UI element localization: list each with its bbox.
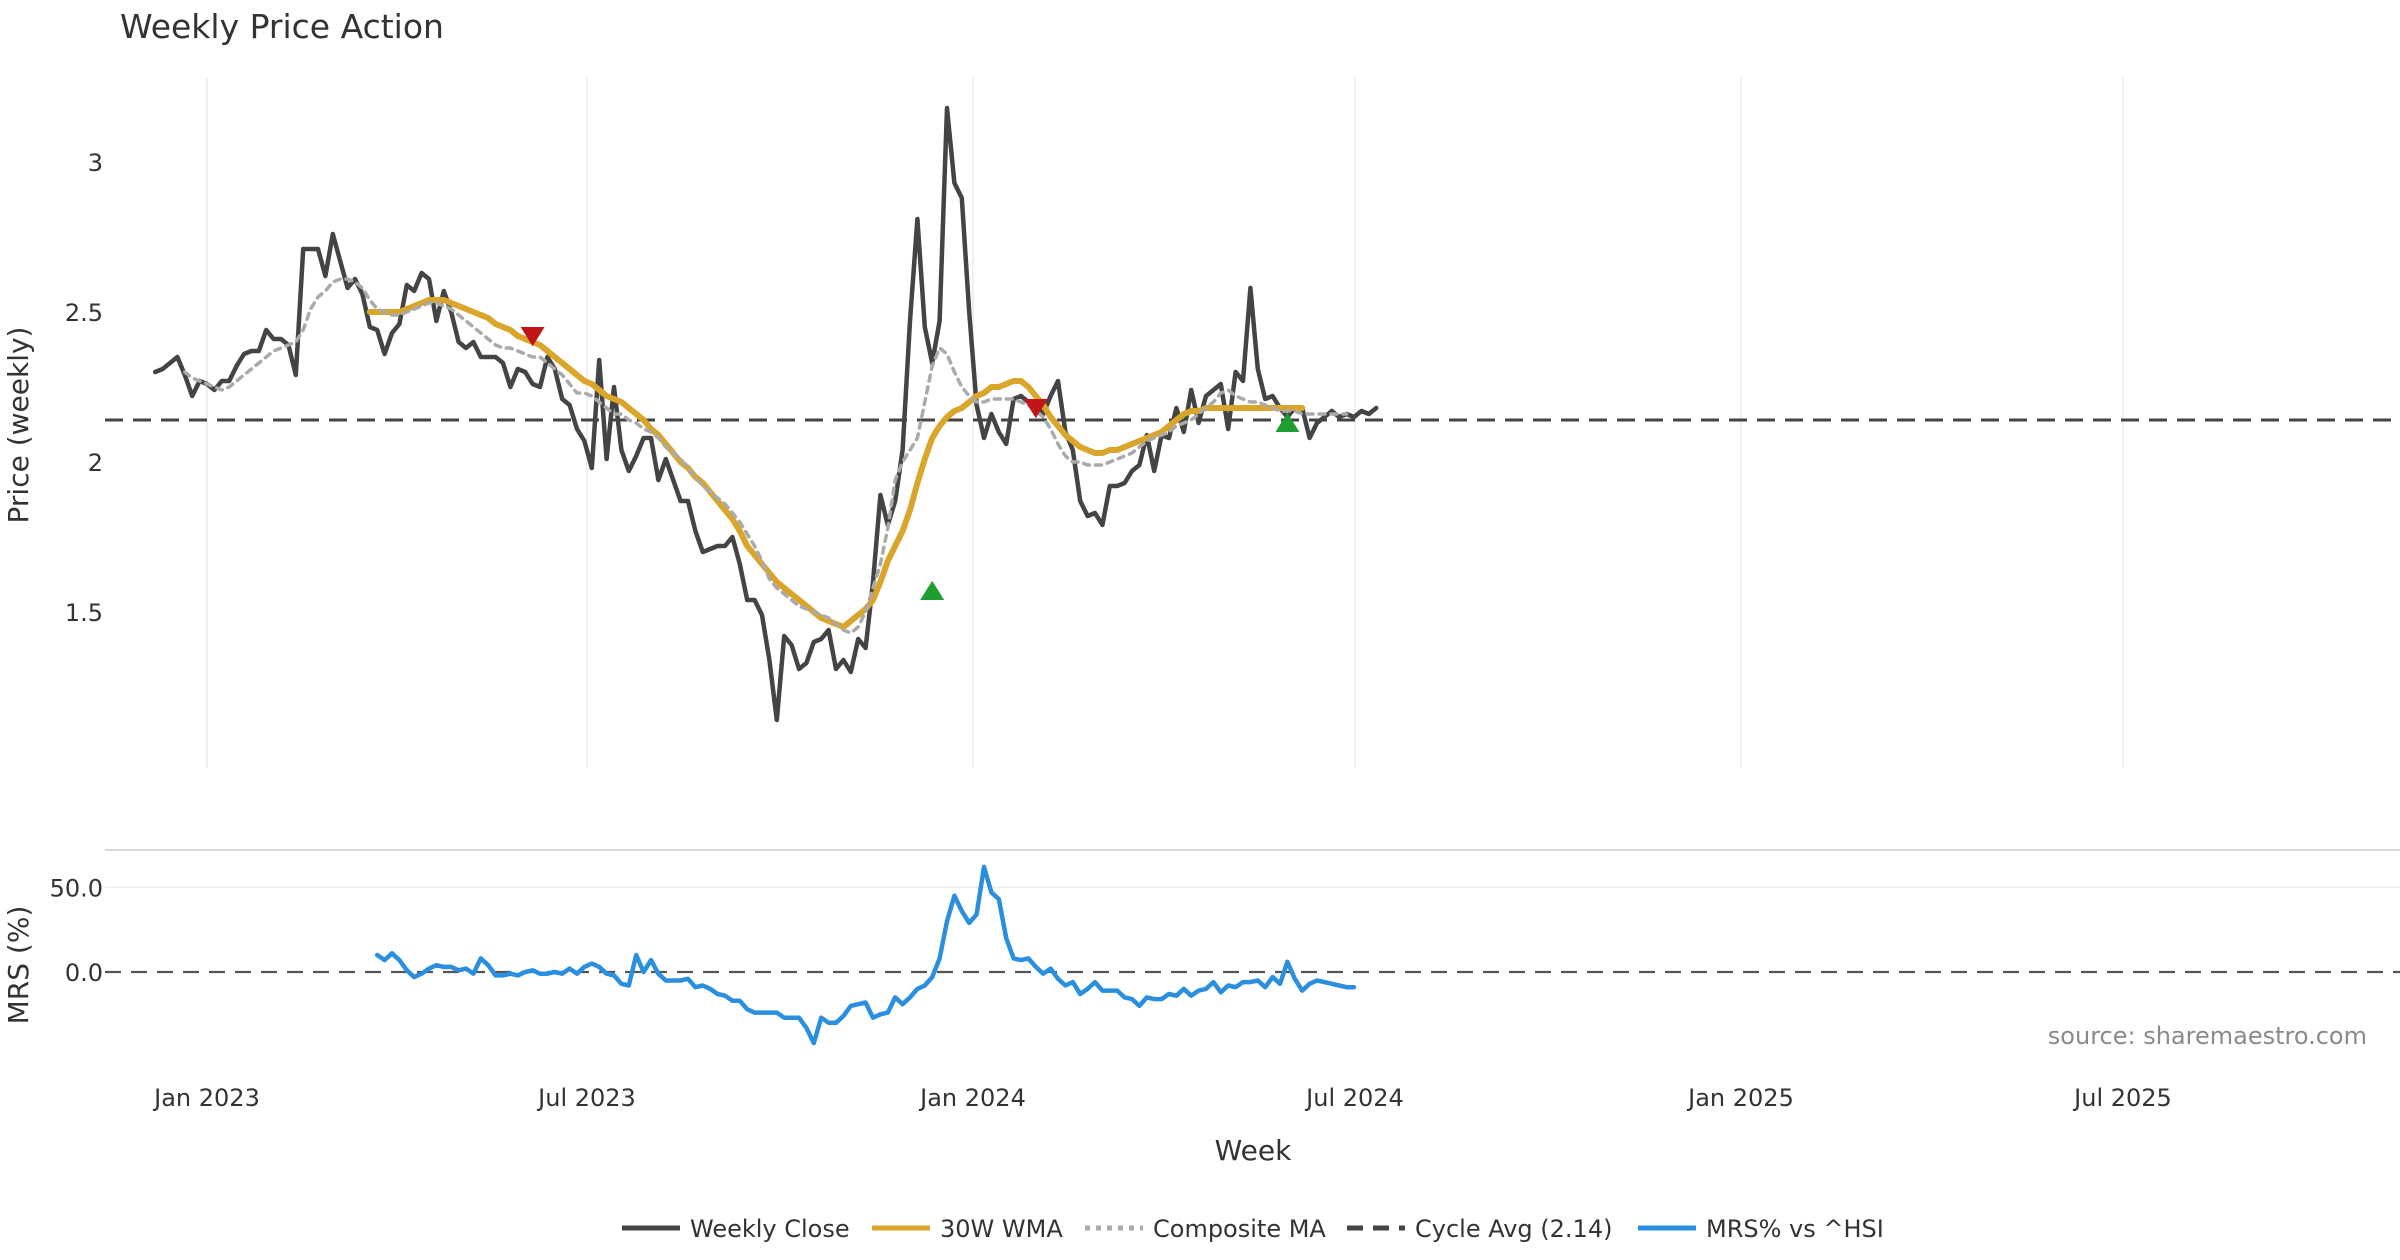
x-axis-title: Week <box>1215 1134 1292 1167</box>
price-tick-label: 2 <box>88 449 103 477</box>
mrs-tick-label: 0.0 <box>65 959 103 987</box>
legend-label: 30W WMA <box>940 1215 1063 1243</box>
sell-signal-marker <box>1023 399 1048 419</box>
source-note: source: sharemaestro.com <box>2048 1022 2367 1050</box>
x-tick-label: Jan 2023 <box>152 1084 260 1112</box>
legend-item: MRS% vs ^HSI <box>1638 1215 1884 1243</box>
price-axis-title: Price (weekly) <box>2 327 35 524</box>
x-tick-label: Jul 2025 <box>2072 1084 2172 1112</box>
chart-title: Weekly Price Action <box>120 7 444 46</box>
grid-lines <box>105 78 2400 851</box>
series-mrs-vs-hsi <box>374 864 1357 1046</box>
x-tick-label: Jul 2024 <box>1304 1084 1404 1112</box>
x-tick-label: Jan 2024 <box>918 1084 1026 1112</box>
legend-item: Cycle Avg (2.14) <box>1347 1215 1612 1243</box>
legend: Weekly Close 30W WMA Composite MA Cycle Avg… <box>622 1215 1884 1243</box>
price-tick-label: 2.5 <box>65 299 103 327</box>
legend-label: Weekly Close <box>690 1215 850 1243</box>
mrs-panel <box>105 864 2400 1046</box>
x-tick-label: Jul 2023 <box>536 1084 636 1112</box>
series-composite-ma <box>183 277 1349 635</box>
legend-label: Composite MA <box>1153 1215 1326 1243</box>
mrs-axis-title: MRS (%) <box>2 906 35 1025</box>
legend-label: MRS% vs ^HSI <box>1706 1215 1884 1243</box>
signal-markers <box>520 327 1300 600</box>
price-series <box>152 105 1379 723</box>
mrs-tick-label: 50.0 <box>50 874 103 902</box>
axis-ticks: Jan 2023 Jul 2023 Jan 2024 Jul 2024 Jan 2025… <box>50 149 2172 1112</box>
sell-signal-marker <box>520 327 545 347</box>
buy-signal-marker <box>1275 412 1300 432</box>
legend-item: Composite MA <box>1085 1215 1326 1243</box>
buy-signal-marker <box>920 580 945 600</box>
legend-item: 30W WMA <box>872 1215 1063 1243</box>
x-tick-label: Jan 2025 <box>1686 1084 1794 1112</box>
legend-item: Weekly Close <box>622 1215 850 1243</box>
price-tick-label: 3 <box>88 149 103 177</box>
legend-label: Cycle Avg (2.14) <box>1415 1215 1612 1243</box>
price-tick-label: 1.5 <box>65 599 103 627</box>
